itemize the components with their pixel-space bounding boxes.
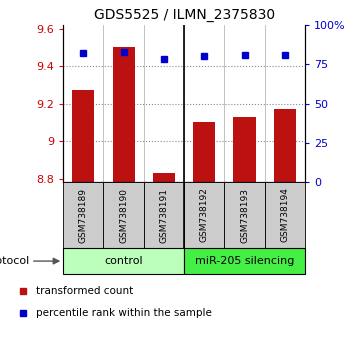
Bar bbox=[234, 117, 256, 182]
Text: GSM738194: GSM738194 bbox=[280, 188, 290, 242]
Bar bbox=[184, 248, 305, 274]
Text: protocol: protocol bbox=[0, 256, 29, 266]
Text: percentile rank within the sample: percentile rank within the sample bbox=[36, 308, 212, 318]
Bar bbox=[153, 173, 175, 182]
Text: miR-205 silencing: miR-205 silencing bbox=[195, 256, 294, 266]
Bar bbox=[144, 182, 184, 248]
Bar bbox=[72, 90, 95, 182]
Text: GSM738193: GSM738193 bbox=[240, 188, 249, 242]
Bar bbox=[113, 47, 135, 182]
Text: GSM738189: GSM738189 bbox=[79, 188, 88, 242]
Bar bbox=[63, 182, 104, 248]
Bar bbox=[274, 109, 296, 182]
Bar bbox=[225, 182, 265, 248]
Bar bbox=[193, 122, 216, 182]
Text: GSM738190: GSM738190 bbox=[119, 188, 128, 242]
Title: GDS5525 / ILMN_2375830: GDS5525 / ILMN_2375830 bbox=[93, 8, 275, 22]
Bar bbox=[265, 182, 305, 248]
Text: GSM738192: GSM738192 bbox=[200, 188, 209, 242]
Text: GSM738191: GSM738191 bbox=[160, 188, 169, 242]
Bar bbox=[104, 182, 144, 248]
Bar bbox=[63, 248, 184, 274]
Text: transformed count: transformed count bbox=[36, 286, 134, 296]
Text: control: control bbox=[104, 256, 143, 266]
Bar bbox=[184, 182, 225, 248]
